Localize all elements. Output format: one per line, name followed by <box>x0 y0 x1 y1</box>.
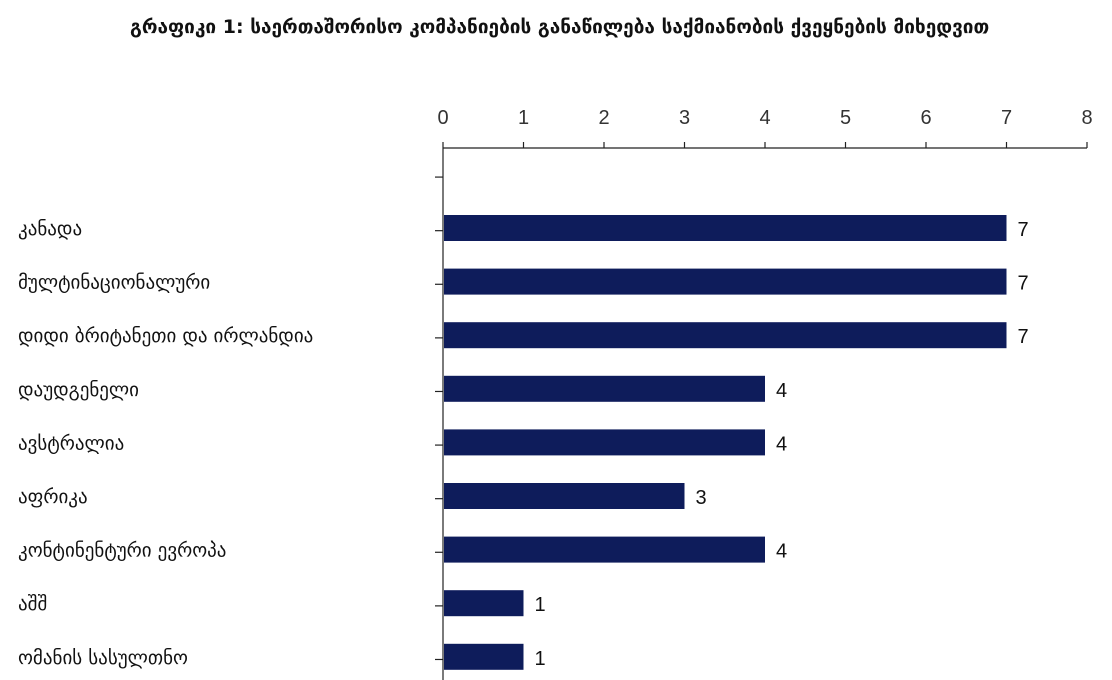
x-tick-label: 5 <box>840 107 851 129</box>
category-label: კანადა <box>18 218 82 240</box>
category-label: დაუდგენელი <box>18 379 139 401</box>
data-label: 7 <box>1018 219 1029 241</box>
x-tick-label: 6 <box>920 107 931 129</box>
category-label: მულტინაციონალური <box>18 272 210 294</box>
bar <box>444 590 524 617</box>
category-label: ავსტრალია <box>18 432 124 454</box>
bar <box>444 536 765 563</box>
x-tick-label: 3 <box>679 107 690 129</box>
category-label: დიდი ბრიტანეთი და ირლანდია <box>18 325 313 347</box>
x-tick-label: 8 <box>1081 107 1092 129</box>
data-label: 1 <box>535 648 546 670</box>
x-tick-label: 4 <box>759 107 770 129</box>
x-tick-label: 7 <box>1001 107 1012 129</box>
category-label: აშშ <box>18 593 47 615</box>
category-label: კონტინენტური ევროპა <box>18 540 226 562</box>
bar <box>444 322 1007 349</box>
bar <box>444 643 524 670</box>
data-label: 1 <box>535 594 546 616</box>
x-tick-label: 1 <box>518 107 529 129</box>
category-label: ომანის სასულთნო <box>18 647 188 669</box>
data-label: 4 <box>776 433 787 455</box>
data-label: 7 <box>1018 326 1029 348</box>
data-label: 4 <box>776 380 787 402</box>
x-tick-label: 2 <box>598 107 609 129</box>
category-label: აფრიკა <box>18 486 88 508</box>
bar <box>444 483 685 509</box>
data-label: 3 <box>696 487 707 509</box>
x-tick-label: 0 <box>437 107 448 129</box>
x-axis: 0 1 2 3 4 5 6 7 8 <box>437 107 1093 680</box>
data-labels: 7 7 7 4 4 3 4 1 1 <box>535 219 1029 670</box>
category-axis: კანადა მულტინაციონალური დიდი ბრიტანეთი და … <box>18 176 443 669</box>
bar <box>444 375 765 402</box>
bar <box>444 268 1007 295</box>
chart-title: გრაფიკი 1: საერთაშორისო კომპანიების განა… <box>130 16 990 38</box>
bars <box>444 215 1007 670</box>
bar <box>444 429 765 456</box>
bar <box>444 215 1007 241</box>
data-label: 4 <box>776 541 787 563</box>
data-label: 7 <box>1018 273 1029 295</box>
